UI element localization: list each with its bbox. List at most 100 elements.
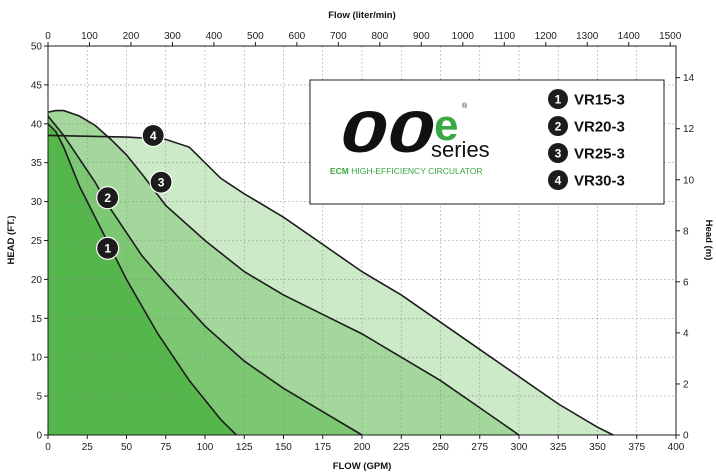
legend-items: 1 VR15-3 2 VR20-3 3 VR25-3 4 VR30-3 [548, 89, 625, 190]
curve-vr25-3 [47, 109, 520, 436]
legend-item-4: 4 VR30-3 [548, 170, 625, 190]
x2-tick-label: 500 [247, 31, 264, 42]
legend-item-1: 1 VR15-3 [548, 89, 625, 109]
logo-mark: 00 [340, 100, 434, 165]
badge-number: 1 [104, 242, 111, 256]
legend-badge-number: 1 [555, 92, 562, 106]
y-axis-title: HEAD (FT.) [6, 215, 17, 264]
y-tick-label: 0 [36, 431, 42, 442]
y-tick-label: 20 [31, 275, 43, 286]
legend-badge [548, 116, 568, 136]
area-vr15-3 [48, 123, 237, 436]
legend-frame [309, 79, 665, 205]
logo-e-letter: e [434, 101, 458, 150]
x-tick-label: 400 [668, 442, 685, 453]
y-tick-label: 10 [31, 353, 43, 364]
x2-tick-label: 1500 [659, 31, 682, 42]
x2-tick-label: 900 [413, 31, 430, 42]
badge-circle [149, 170, 173, 194]
x-tick-label: 350 [589, 442, 606, 453]
x2-tick-label: 300 [164, 31, 181, 42]
y-tick-label: 35 [31, 158, 43, 169]
legend-badge [548, 143, 568, 163]
legend-box: 00 e ® series ECM HIGH-EFFICIENCY CIRCUL… [309, 79, 665, 205]
x2-tick-label: 100 [81, 31, 98, 42]
y-tick-label: 45 [31, 80, 43, 91]
x2-axis-title: Flow (liter/min) [328, 10, 396, 21]
x-axis-title: FLOW (GPM) [333, 461, 392, 472]
legend-item-3: 3 VR25-3 [548, 143, 625, 163]
curve-lines [47, 109, 614, 436]
legend-label: VR15-3 [574, 92, 625, 109]
badge-3: 3 [149, 170, 173, 194]
x-tick-label: 125 [236, 442, 253, 453]
y2-tick-label: 0 [683, 431, 689, 442]
legend-badge-number: 3 [555, 146, 562, 160]
legend-item-2: 2 VR20-3 [548, 116, 625, 136]
x2-tick-label: 400 [206, 31, 223, 42]
logo-series-word: series [431, 137, 490, 162]
legend-label: VR20-3 [574, 119, 625, 136]
y-tick-label: 40 [31, 119, 43, 130]
badge-1: 1 [96, 236, 120, 260]
legend-badge-number: 4 [555, 173, 562, 187]
badge-circle [96, 186, 120, 210]
x-tick-label: 0 [45, 442, 51, 453]
y2-tick-label: 14 [683, 73, 695, 84]
x2-tick-label: 1100 [494, 31, 516, 42]
x-tick-label: 225 [393, 442, 410, 453]
y2-tick-label: 10 [683, 175, 695, 186]
tagline-bold: ECM [330, 166, 349, 176]
x-tick-label: 175 [314, 442, 331, 453]
badge-circle [141, 123, 165, 148]
badge-number: 4 [150, 129, 157, 143]
x2-tick-label: 1200 [535, 31, 558, 42]
x-tick-label: 75 [160, 442, 172, 453]
curve-vr30-3 [47, 134, 614, 436]
x-tick-label: 250 [432, 442, 449, 453]
badge-number: 3 [158, 175, 165, 189]
x-tick-label: 150 [275, 442, 292, 453]
x2-tick-label: 0 [45, 31, 51, 42]
y-tick-label: 15 [31, 314, 43, 325]
x-tick-label: 275 [471, 442, 488, 453]
curve-badges: 1 2 3 4 [96, 123, 173, 260]
x-tick-label: 325 [550, 442, 567, 453]
curve-vr20-3 [47, 115, 363, 436]
x2-tick-label: 600 [289, 31, 306, 42]
y2-tick-label: 2 [683, 379, 689, 390]
badge-2: 2 [96, 186, 120, 210]
legend-badge [548, 170, 568, 190]
x-tick-label: 200 [354, 442, 371, 453]
badge-number: 2 [104, 191, 111, 205]
legend-badge [548, 89, 568, 109]
y-tick-label: 25 [31, 236, 43, 247]
y-tick-label: 30 [31, 197, 43, 208]
x2-tick-label: 800 [371, 31, 388, 42]
axis-ticks: 0 25 50 75 100 125 150 175 200 225 250 275 300 325 350… [31, 31, 695, 453]
legend-label: VR25-3 [574, 146, 625, 163]
logo-registered: ® [462, 102, 468, 110]
y2-tick-label: 12 [683, 124, 695, 135]
y2-axis-title: Head (m) [703, 220, 714, 261]
x2-tick-label: 700 [330, 31, 347, 42]
y-tick-label: 5 [36, 392, 42, 403]
legend-label: VR30-3 [574, 173, 625, 190]
x-tick-label: 300 [511, 442, 528, 453]
x2-tick-label: 1000 [452, 31, 475, 42]
tagline-rest: HIGH-EFFICIENCY CIRCULATOR [349, 166, 483, 176]
legend-badge-number: 2 [555, 119, 562, 133]
x2-tick-label: 200 [123, 31, 140, 42]
logo-tagline: ECM HIGH-EFFICIENCY CIRCULATOR [330, 166, 483, 176]
badge-circle [96, 236, 120, 260]
y2-tick-label: 6 [683, 277, 689, 288]
y2-tick-label: 4 [683, 328, 689, 339]
curve-vr15-3 [47, 123, 237, 436]
x2-tick-label: 1400 [618, 31, 641, 42]
x-tick-label: 100 [197, 442, 214, 453]
y-tick-label: 50 [31, 42, 43, 53]
y2-tick-label: 8 [683, 226, 689, 237]
x-tick-label: 375 [628, 442, 645, 453]
x2-tick-label: 1300 [576, 31, 599, 42]
